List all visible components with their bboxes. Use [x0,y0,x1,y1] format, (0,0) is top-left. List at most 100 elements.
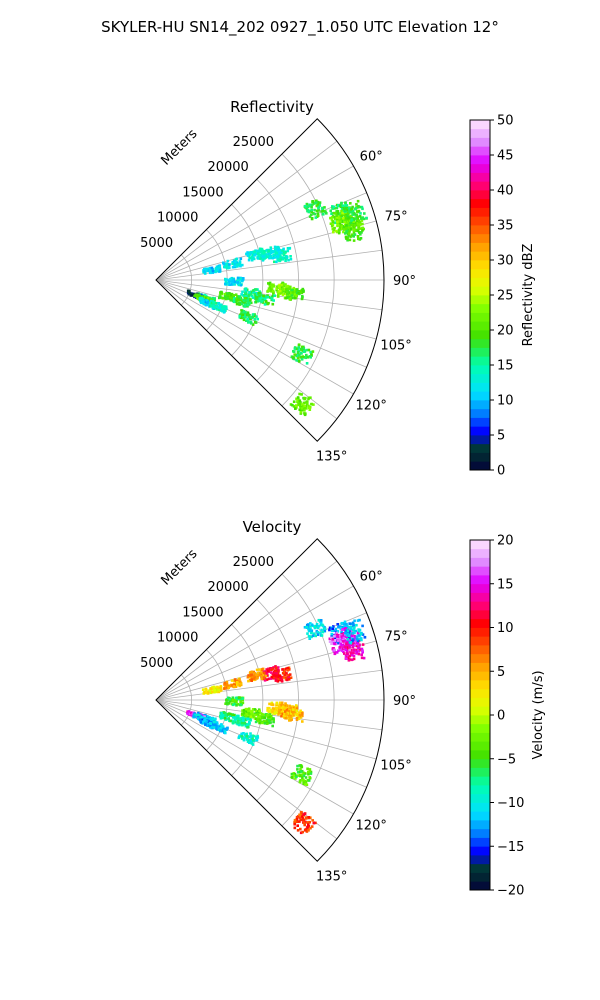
echo-cell [244,713,247,716]
echo-cell [270,671,273,674]
colorbar-tick-label: 20 [497,324,514,339]
echo-cell [233,700,237,704]
echo-cell [227,717,231,720]
colorbar-tick-label: −5 [497,752,516,767]
echo-cell [285,708,289,711]
echo-cell [340,621,344,625]
echo-cell [222,713,225,716]
echo-cell [190,712,193,715]
echo-cell [357,631,360,634]
colorbar-band [470,382,490,392]
echo-cell [357,237,360,241]
reflectivity-colorbar-label: Reflectivity dBZ [521,244,536,347]
echo-cell [351,213,354,216]
echo-cell [234,300,237,304]
echo-cell [360,231,363,234]
echo-cell [355,641,359,644]
echo-cell [256,718,259,721]
echo-cell [346,638,350,641]
echo-cell [318,204,321,207]
echo-cell [316,633,320,636]
echo-cell [248,718,252,721]
echo-cell [274,246,278,249]
colorbar-tick-label: 5 [497,665,505,680]
echo-cell [260,294,263,297]
echo-cell [260,674,264,678]
echo-cell [243,733,247,737]
echo-cell [270,297,274,300]
echo-cell [302,347,306,350]
echo-cell [361,643,365,646]
echo-cell [351,632,354,635]
echo-cell [257,719,260,723]
echo-cell [290,296,294,300]
echo-cell [250,677,253,681]
echo-cell [281,704,284,707]
echo-cell [243,296,247,300]
echo-cell [356,199,360,203]
echo-cell [360,638,363,642]
echo-cell [211,686,214,690]
echo-cell [233,678,237,681]
echo-cell [272,712,275,715]
echo-cell [357,220,361,224]
echo-cell [305,362,309,365]
echo-cell [215,305,218,308]
echo-cell [299,779,302,782]
echo-cell [347,643,350,647]
echo-cell [348,226,351,229]
echo-cell [208,725,212,729]
echo-cell [289,676,293,679]
echo-cell [243,715,246,718]
echo-cell [213,306,216,310]
echo-cell [349,221,352,225]
echo-cell [237,279,240,282]
echo-cell [278,292,282,296]
echo-cell [347,634,351,637]
echo-cell [215,265,219,269]
echo-cell [356,210,359,213]
echo-cell [272,285,276,288]
echo-cell [297,403,300,407]
echo-cell [308,636,312,640]
echo-cell [284,283,287,286]
echo-cell [272,254,275,257]
echo-cell [331,637,335,641]
echo-cell [357,629,361,633]
echo-cell [345,229,348,233]
echo-cell [222,711,225,714]
echo-cell [272,283,275,287]
echo-cell [296,829,300,832]
echo-cell [346,624,349,628]
echo-cell [223,730,227,733]
echo-cell [354,221,357,224]
echo-cell [278,286,281,289]
colorbar-band [470,645,490,655]
echo-cell [276,666,280,669]
echo-cell [343,652,346,655]
echo-cell [244,299,248,302]
azimuth-tick-label: 105° [380,338,411,353]
echo-cell [357,209,361,213]
echo-cell [225,307,228,310]
echo-cell [205,296,208,300]
echo-cell [329,216,332,220]
echo-cell [280,679,284,683]
echo-cell [276,295,280,298]
echo-cell [359,632,363,636]
echo-cell [267,667,270,671]
echo-cell [267,677,271,681]
echo-cell [256,252,260,255]
echo-cell [256,673,259,677]
echo-cell [256,734,259,738]
echo-cell [216,268,220,271]
echo-cell [259,718,262,722]
echo-cell [264,300,268,303]
colorbar-tick-label: 15 [497,577,514,592]
echo-cell [349,627,353,631]
echo-cell [196,717,200,720]
echo-cell [262,677,266,680]
colorbar-band [470,723,490,733]
echo-cell [341,628,344,632]
echo-cell [338,230,341,233]
